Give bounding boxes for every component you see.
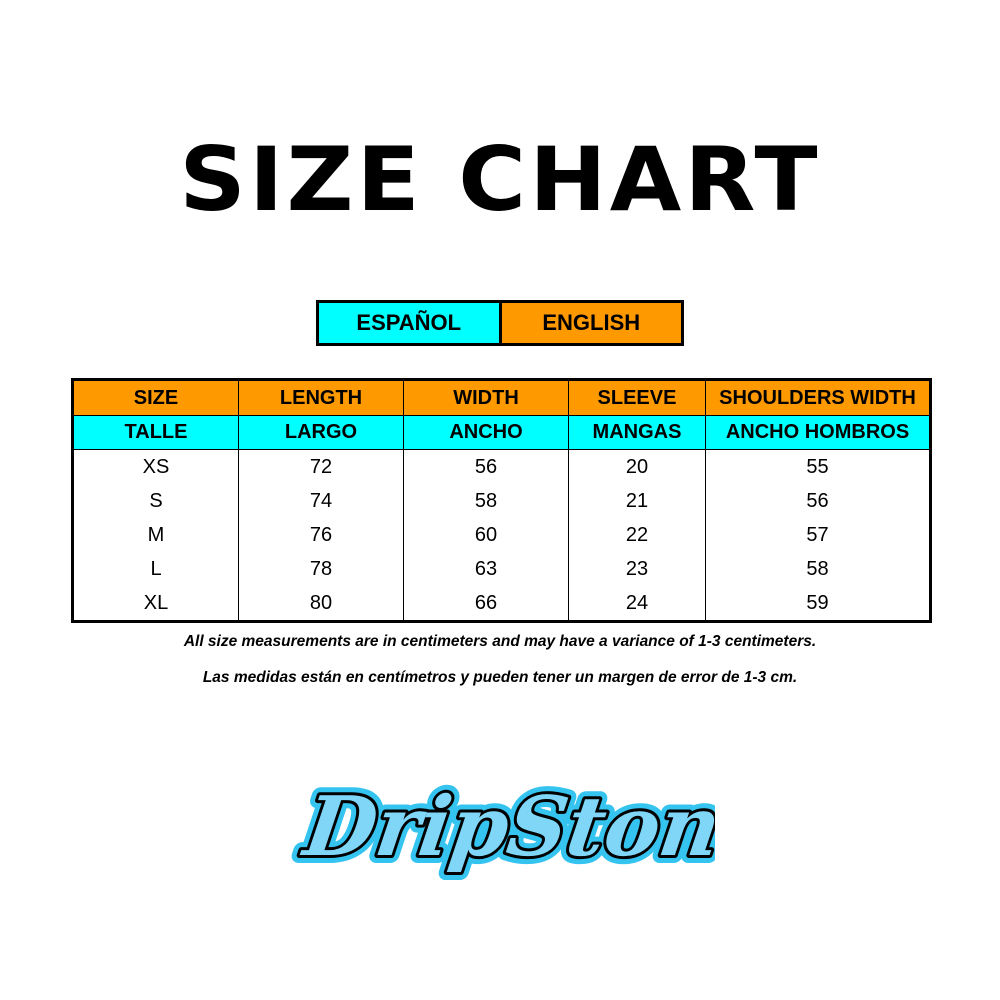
- table-cell: S: [72, 484, 239, 518]
- table-cell: 76: [238, 518, 404, 552]
- header-es-cell: TALLE: [72, 415, 239, 450]
- table-row: L 78 63 23 58: [72, 552, 931, 586]
- header-en-cell: SHOULDERS WIDTH: [705, 379, 931, 416]
- table-cell: 23: [568, 552, 706, 586]
- table-cell: 22: [568, 518, 706, 552]
- table-cell: XS: [72, 449, 239, 484]
- svg-text:DripStone: DripStone: [297, 779, 715, 875]
- header-es-cell: ANCHO: [403, 415, 569, 450]
- table-cell: XL: [72, 586, 239, 622]
- language-spanish-button[interactable]: ESPAÑOL: [319, 303, 502, 343]
- header-es-cell: LARGO: [238, 415, 404, 450]
- svg-text:DripStone: DripStone: [297, 779, 715, 875]
- table-cell: 60: [403, 518, 569, 552]
- header-en-cell: SIZE: [72, 379, 239, 416]
- header-es-cell: ANCHO HOMBROS: [705, 415, 931, 450]
- table-cell: 72: [238, 449, 404, 484]
- table-cell: 59: [705, 586, 931, 622]
- table-row: XL 80 66 24 59: [72, 586, 931, 622]
- header-en-cell: LENGTH: [238, 379, 404, 416]
- page-title: SIZE CHART: [179, 128, 821, 231]
- header-en-cell: SLEEVE: [568, 379, 706, 416]
- language-english-button[interactable]: ENGLISH: [501, 303, 681, 343]
- table-cell: 66: [403, 586, 569, 622]
- table-row: S 74 58 21 56: [72, 484, 931, 518]
- svg-text:DripStone: DripStone: [297, 779, 715, 875]
- table-cell: 58: [705, 552, 931, 586]
- table-cell: 56: [705, 484, 931, 518]
- table-cell: 58: [403, 484, 569, 518]
- header-es-cell: MANGAS: [568, 415, 706, 450]
- table-cell: 56: [403, 449, 569, 484]
- table-cell: 63: [403, 552, 569, 586]
- table-cell: 24: [568, 586, 706, 622]
- header-en-cell: WIDTH: [403, 379, 569, 416]
- table-cell: 20: [568, 449, 706, 484]
- note-english: All size measurements are in centimeters…: [183, 633, 817, 650]
- table-cell: 74: [238, 484, 404, 518]
- table-row: XS 72 56 20 55: [72, 449, 931, 484]
- language-toggle: ESPAÑOL ENGLISH: [316, 300, 684, 346]
- table-cell: 80: [238, 586, 404, 622]
- table-cell: 21: [568, 484, 706, 518]
- table-cell: 55: [705, 449, 931, 484]
- note-spanish: Las medidas están en centímetros y puede…: [202, 669, 798, 686]
- table-cell: M: [72, 518, 239, 552]
- size-table: SIZE LENGTH WIDTH SLEEVE SHOULDERS WIDTH TAL…: [71, 378, 932, 623]
- table-row: M 76 60 22 57: [72, 518, 931, 552]
- table-cell: 78: [238, 552, 404, 586]
- header-row-spanish: TALLE LARGO ANCHO MANGAS ANCHO HOMBROS: [72, 415, 931, 450]
- header-row-english: SIZE LENGTH WIDTH SLEEVE SHOULDERS WIDTH: [72, 379, 931, 416]
- dripstone-logo: DripStone DripStone DripStone: [285, 760, 787, 890]
- table-cell: L: [72, 552, 239, 586]
- table-cell: 57: [705, 518, 931, 552]
